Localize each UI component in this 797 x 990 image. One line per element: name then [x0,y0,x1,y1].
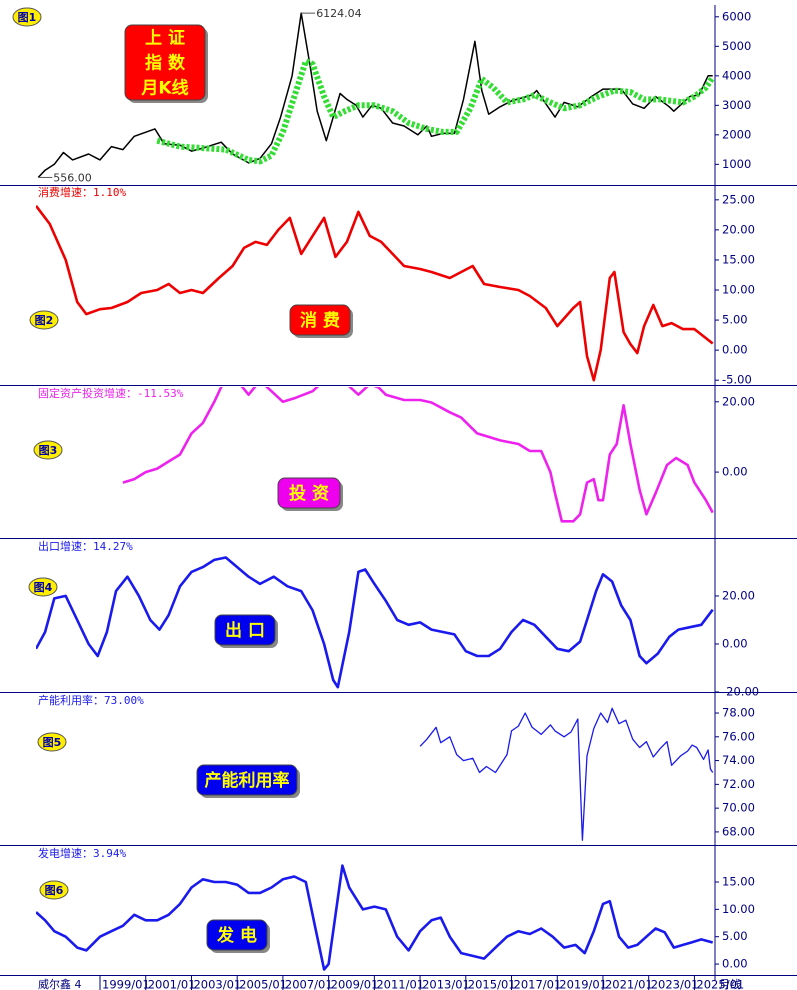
label-box [214,614,276,646]
y-tick-label: 20.00 [722,394,755,408]
x-tick-label: 2021/01 [605,978,653,990]
x-tick-label: 2007/01 [285,978,333,990]
badge-bg [33,440,63,460]
y-tick-label: 72.00 [722,777,755,791]
label-text: 指 数 [145,53,186,74]
y-tick-label: 20.00 [722,222,755,236]
label-box [196,764,298,796]
x-tick-label: 2013/01 [422,978,470,990]
y-tick-label: 5.00 [722,313,748,327]
y-tick-label: 1000 [722,157,751,171]
y-tick-label: 4000 [722,68,751,82]
y-tick-label: 70.00 [722,801,755,815]
label-text: 消 费 [300,310,340,331]
x-tick-label: 2005/01 [239,978,287,990]
y-tick-label: 2000 [722,127,751,141]
x-tick-label: 2015/01 [468,978,516,990]
min-label: 556.00 [53,171,92,184]
x-tick-label: 2003/01 [193,978,241,990]
y-tick-label: 5000 [722,39,751,53]
x-tick-label: 2011/01 [376,978,424,990]
badge-bg [28,577,58,597]
y-tick-label: 10.00 [722,283,755,297]
label-text: 月K线 [140,78,188,99]
y-tick-label: 0.00 [722,636,748,650]
label-box [289,304,351,336]
badge: 图5 [43,736,62,749]
label-box [124,24,206,101]
label-box [206,919,268,951]
panel-title: 消费增速：1.10% [38,185,126,199]
label-text: 产能利用率 [205,770,290,791]
panel-title: 固定资产投资增速：-11.53% [38,386,184,400]
badge: 图6 [45,884,64,897]
y-tick-label: 20.00 [722,588,755,602]
max-label: 6124.04 [316,7,362,20]
x-tick-label: 2017/01 [514,978,562,990]
panel-title: 出口增速：14.27% [38,539,133,553]
y-tick-label: 15.00 [722,875,755,889]
label-text: 发 电 [216,925,257,946]
x-tick-label: 2019/01 [559,978,607,990]
y-tick-label: 6000 [722,9,751,23]
y-tick-label: -5.00 [722,373,752,387]
badge: 图4 [34,581,53,594]
y-tick-label: -20.00 [722,685,759,699]
series-line [36,864,714,971]
x-tick-label: 1999/01 [102,978,150,990]
y-tick-label: 10.00 [722,902,755,916]
x-axis-right-label: 月线 [719,977,741,990]
y-tick-label: 15.00 [722,252,755,266]
x-tick-label: 2023/01 [651,978,699,990]
label-text: 出 口 [225,620,265,641]
label-text: 投 资 [289,483,329,504]
badge: 图3 [39,444,58,457]
series-line [36,556,714,689]
series-line [36,205,714,382]
y-tick-label: 0.00 [722,957,748,971]
panel-title: 产能利用率：73.00% [38,693,144,707]
badge-bg [29,310,59,330]
label-text: 上 证 [145,29,185,49]
series-line [419,707,714,841]
y-tick-label: 3000 [722,98,751,112]
x-tick-label: 2009/01 [331,978,379,990]
y-tick-label: 68.00 [722,824,755,838]
badge: 图2 [35,314,54,327]
x-tick-label: 2025/01 [696,978,744,990]
badge-bg [37,732,67,752]
badge: 图1 [18,11,37,24]
label-box [277,477,341,509]
series-line [122,387,714,523]
series-line [156,58,715,165]
x-axis-left-label: 威尔鑫 4 [38,977,82,990]
panel-title: 发电增速：3.94% [38,846,126,860]
y-tick-label: 76.00 [722,729,755,743]
y-tick-label: 0.00 [722,343,748,357]
y-tick-label: 0.00 [722,465,748,479]
y-tick-label: 78.00 [722,706,755,720]
badge-bg [12,7,42,27]
y-tick-label: 5.00 [722,929,748,943]
badge-bg [39,880,69,900]
y-tick-label: 25.00 [722,192,755,206]
x-tick-label: 2001/01 [148,978,196,990]
y-tick-label: 74.00 [722,753,755,767]
